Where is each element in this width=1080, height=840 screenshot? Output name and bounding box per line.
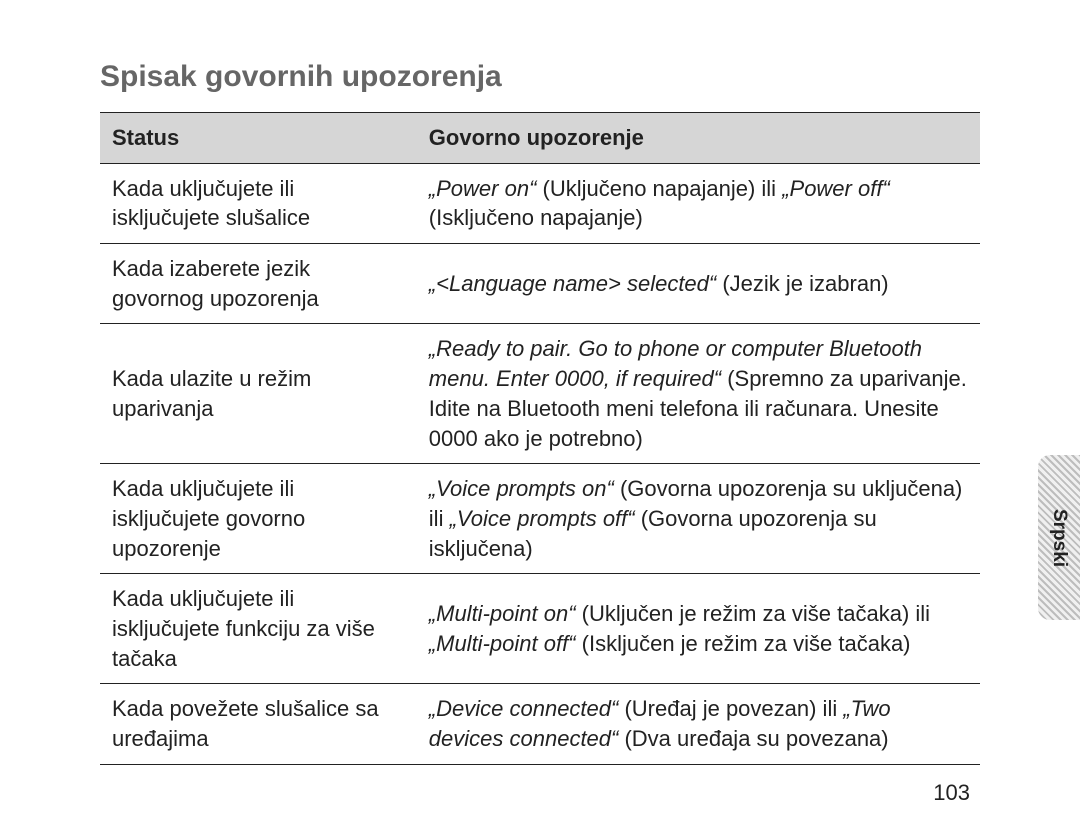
language-side-tab-label: Srpski (1048, 508, 1070, 566)
cell-status: Kada ulazite u režim uparivanja (100, 324, 417, 464)
page: Spisak govornih upozorenja Status Govorn… (0, 0, 1080, 840)
table-row: Kada uključujete ili isključujete slušal… (100, 163, 980, 243)
page-number: 103 (933, 780, 970, 806)
cell-prompt: „<Language name> selected“ (Jezik je iza… (417, 244, 980, 324)
table-header-row: Status Govorno upozorenje (100, 113, 980, 164)
table-row: Kada uključujete ili isključujete funkci… (100, 574, 980, 684)
voice-prompts-table: Status Govorno upozorenje Kada uključuje… (100, 112, 980, 765)
col-header-prompt: Govorno upozorenje (417, 113, 980, 164)
cell-status: Kada izaberete jezik govornog upozorenja (100, 244, 417, 324)
cell-prompt: „Power on“ (Uključeno napajanje) ili „Po… (417, 163, 980, 243)
cell-status: Kada povežete slušalice sa uređajima (100, 684, 417, 764)
cell-prompt: „Ready to pair. Go to phone or computer … (417, 324, 980, 464)
table-row: Kada ulazite u režim uparivanja„Ready to… (100, 324, 980, 464)
table-row: Kada povežete slušalice sa uređajima„Dev… (100, 684, 980, 764)
cell-prompt: „Multi-point on“ (Uključen je režim za v… (417, 574, 980, 684)
cell-status: Kada uključujete ili isključujete slušal… (100, 163, 417, 243)
cell-prompt: „Voice prompts on“ (Govorna upozorenja s… (417, 464, 980, 574)
table-body: Kada uključujete ili isključujete slušal… (100, 163, 980, 764)
table-row: Kada izaberete jezik govornog upozorenja… (100, 244, 980, 324)
col-header-status: Status (100, 113, 417, 164)
cell-status: Kada uključujete ili isključujete govorn… (100, 464, 417, 574)
table-row: Kada uključujete ili isključujete govorn… (100, 464, 980, 574)
language-side-tab: Srpski (1038, 455, 1080, 620)
cell-prompt: „Device connected“ (Uređaj je povezan) i… (417, 684, 980, 764)
cell-status: Kada uključujete ili isključujete funkci… (100, 574, 417, 684)
section-heading: Spisak govornih upozorenja (100, 60, 980, 94)
